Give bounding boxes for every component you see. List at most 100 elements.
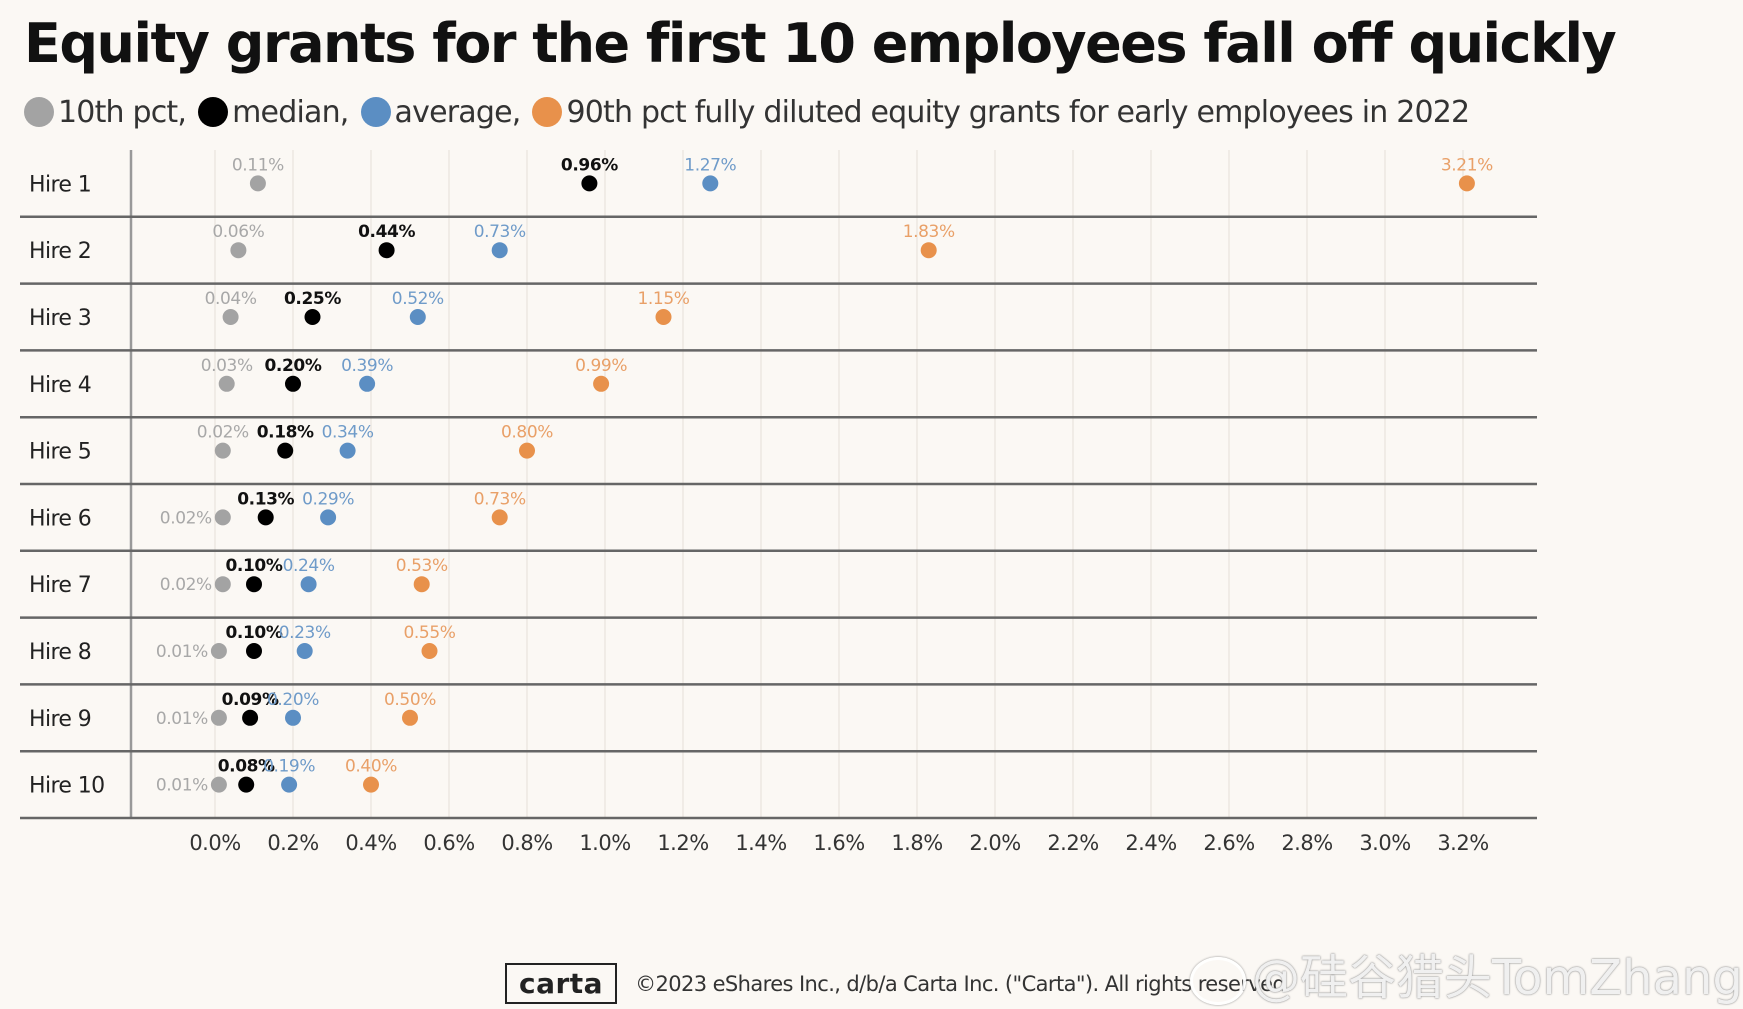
data-point-median	[257, 509, 274, 526]
data-label-10th-pct: 0.11%	[232, 155, 284, 175]
data-point-10th-pct	[214, 442, 231, 459]
x-tick-label: 2.6%	[1203, 831, 1254, 855]
data-point-90th-pct	[491, 509, 508, 526]
watermark-text: @硅谷猎头TomZhang	[1252, 950, 1743, 1006]
data-label-90th-pct: 3.21%	[1441, 155, 1493, 175]
data-point-10th-pct	[210, 776, 227, 793]
data-label-average: 0.34%	[322, 423, 374, 443]
data-point-median	[246, 576, 262, 593]
data-label-average: 0.73%	[474, 222, 526, 242]
x-tick-label: 2.0%	[969, 831, 1020, 855]
data-point-average	[359, 375, 376, 392]
dot-plot: Hire 1 Hire 2 Hire 3 Hire 4 Hire 5 Hire 6 Hire…	[20, 150, 1537, 855]
data-point-10th-pct	[249, 175, 266, 192]
x-tick-label: 1.4%	[735, 831, 786, 855]
chart-title: Equity grants for the first 10 employees…	[24, 12, 1617, 75]
data-label-average: 0.24%	[283, 556, 335, 576]
data-point-average	[281, 776, 298, 793]
legend: 10th pct, median, average, 90th pct full…	[24, 92, 1481, 132]
data-label-median: 0.08%	[218, 757, 275, 777]
x-tick-label: 0.0%	[189, 831, 240, 855]
data-label-average: 0.29%	[302, 489, 354, 509]
legend-dot-90th-pct	[532, 97, 563, 127]
data-label-90th-pct: 0.99%	[575, 356, 627, 376]
data-label-median: 0.25%	[284, 289, 341, 309]
data-point-median	[378, 242, 395, 259]
data-label-90th-pct: 0.53%	[396, 556, 448, 576]
weibo-icon	[1190, 957, 1246, 1005]
legend-dot-median	[198, 97, 229, 127]
data-point-average	[702, 175, 719, 192]
category-labels: Hire 1 Hire 2 Hire 3 Hire 4 Hire 5 Hire 6 Hire…	[29, 172, 105, 798]
watermark: @硅谷猎头TomZhang	[1190, 938, 1743, 1008]
data-label-median: 0.10%	[226, 623, 283, 643]
data-point-median	[304, 309, 321, 325]
x-tick-label: 2.2%	[1047, 831, 1098, 855]
x-tick-label: 1.8%	[891, 831, 942, 855]
legend-dot-average	[360, 97, 391, 127]
x-tick-label: 1.6%	[813, 831, 864, 855]
x-tick-labels: 0.0% 0.2% 0.4% 0.6% 0.8% 1.0% 1.2% 1.4% 1.6% 1.8%…	[189, 831, 1489, 855]
category-label: Hire 4	[29, 373, 91, 398]
data-point-10th-pct	[222, 309, 239, 325]
data-point-90th-pct	[1458, 175, 1475, 192]
data-point-90th-pct	[655, 309, 672, 325]
data-points: 0.11% 0.06% 0.04% 0.03% 0.02% 0.02% 0.02% 0.01%…	[156, 155, 1494, 795]
category-label: Hire 8	[29, 640, 91, 665]
data-label-10th-pct: 0.03%	[201, 356, 253, 376]
category-label: Hire 10	[29, 774, 105, 799]
data-label-90th-pct: 0.80%	[501, 423, 553, 443]
x-tick-label: 0.2%	[267, 831, 318, 855]
data-label-average: 0.39%	[341, 356, 393, 376]
data-label-average: 0.19%	[263, 757, 315, 777]
legend-label-median: median,	[232, 94, 349, 130]
x-tick-label: 1.2%	[657, 831, 708, 855]
footer: carta ©2023 eShares Inc., d/b/a Carta In…	[505, 963, 1292, 1004]
x-tick-label: 2.8%	[1281, 831, 1332, 855]
x-tick-label: 3.0%	[1359, 831, 1410, 855]
data-label-median: 0.20%	[265, 356, 322, 376]
carta-logo: carta	[505, 963, 618, 1004]
data-point-90th-pct	[413, 576, 430, 593]
x-tick-label: 0.4%	[345, 831, 396, 855]
data-point-10th-pct	[210, 643, 227, 659]
data-label-average: 0.20%	[267, 690, 319, 710]
legend-label-10th-pct: 10th pct,	[58, 94, 187, 130]
data-point-median	[246, 643, 262, 659]
category-label: Hire 6	[29, 506, 91, 531]
data-label-median: 0.09%	[222, 690, 279, 710]
data-point-median	[242, 709, 259, 726]
data-label-90th-pct: 0.40%	[345, 757, 397, 777]
data-point-90th-pct	[519, 442, 535, 459]
data-point-10th-pct	[218, 375, 235, 392]
copyright-text: ©2023 eShares Inc., d/b/a Carta Inc. ("C…	[635, 971, 1292, 996]
data-label-10th-pct: 0.02%	[197, 423, 249, 443]
data-label-median: 0.13%	[237, 489, 294, 509]
data-label-average: 0.52%	[392, 289, 444, 309]
data-label-median: 0.96%	[561, 155, 618, 175]
data-label-10th-pct: 0.02%	[160, 508, 212, 528]
data-label-90th-pct: 0.50%	[384, 690, 436, 710]
data-label-10th-pct: 0.01%	[156, 642, 208, 662]
data-label-90th-pct: 1.83%	[903, 222, 955, 242]
data-point-average	[300, 576, 317, 593]
data-label-average: 1.27%	[684, 155, 736, 175]
data-point-median	[238, 776, 255, 793]
x-tick-label: 0.8%	[501, 831, 552, 855]
data-point-average	[491, 242, 508, 259]
data-point-90th-pct	[920, 242, 937, 259]
category-label: Hire 9	[29, 707, 91, 732]
data-point-average	[296, 643, 313, 659]
data-point-average	[339, 442, 356, 459]
data-label-90th-pct: 1.15%	[637, 289, 689, 309]
legend-label-90th-pct: 90th pct fully diluted equity grants for…	[566, 94, 1470, 130]
data-point-10th-pct	[214, 576, 231, 593]
data-label-10th-pct: 0.04%	[205, 289, 257, 309]
data-label-10th-pct: 0.06%	[212, 222, 264, 242]
data-point-median	[285, 375, 301, 392]
data-point-average	[409, 309, 426, 325]
category-label: Hire 2	[29, 239, 91, 264]
data-point-10th-pct	[210, 709, 227, 726]
x-tick-label: 3.2%	[1437, 831, 1488, 855]
data-label-10th-pct: 0.01%	[156, 709, 208, 729]
